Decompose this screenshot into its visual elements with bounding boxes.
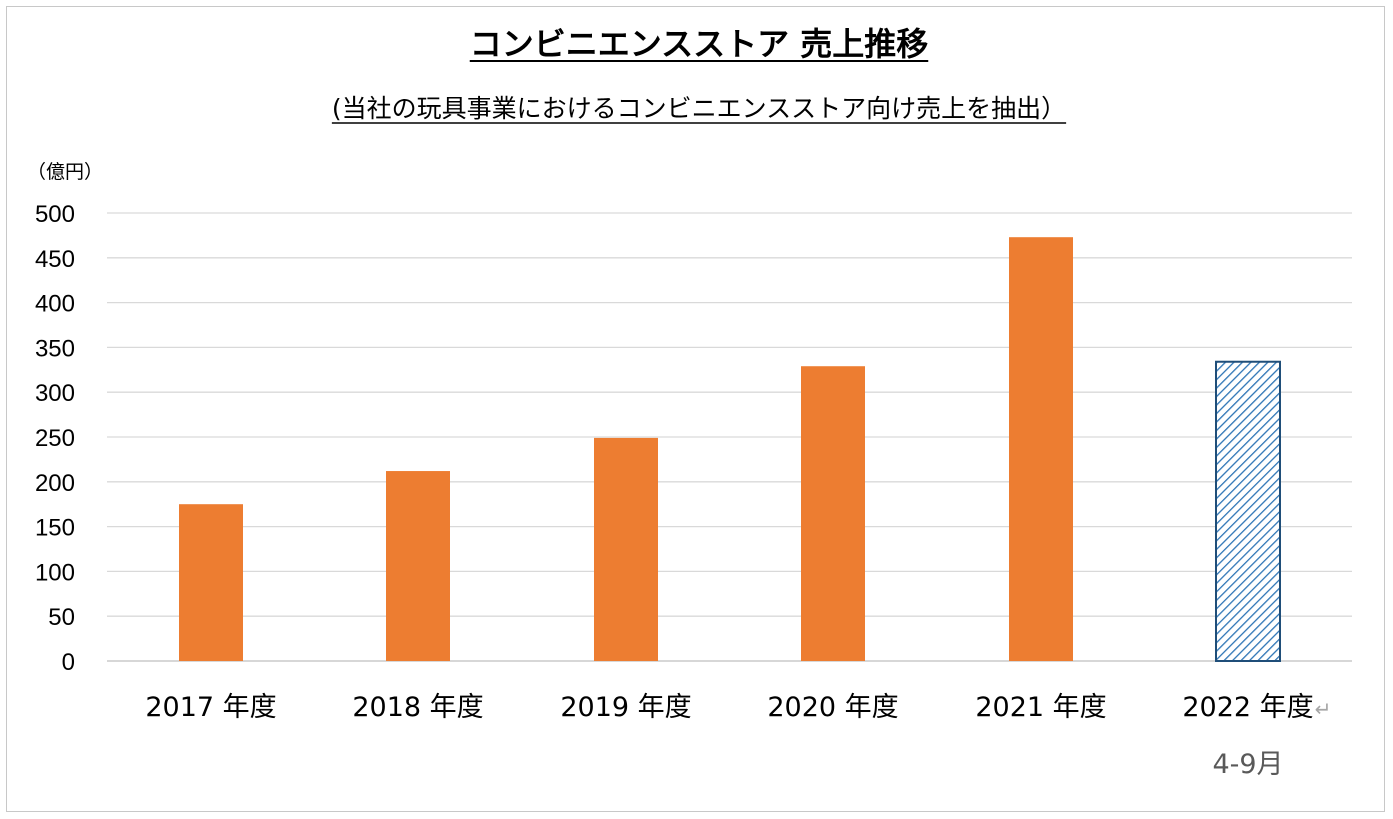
- chart-subtitle: (当社の玩具事業におけるコンビニエンスストア向け売上を抽出）: [332, 94, 1066, 123]
- y-tick-label: 200: [35, 470, 75, 497]
- gridlines: [107, 212, 1352, 662]
- x-axis-ticks: 2017 年度 2018 年度 2019 年度 2020 年度 2021 年度 2022 …: [145, 692, 1331, 723]
- x-tick-label: 2017 年度: [145, 692, 276, 723]
- x-tick-label: 2020 年度: [767, 692, 898, 723]
- bars: [179, 237, 1281, 662]
- y-tick-label: 500: [35, 201, 75, 228]
- x-tick-label: 2022 年度: [1182, 692, 1313, 723]
- y-tick-label: 350: [35, 335, 75, 362]
- x-tick-label: 2018 年度: [352, 692, 483, 723]
- bar: [386, 471, 450, 661]
- y-tick-label: 300: [35, 380, 75, 407]
- partial-period-note: 4-9月: [1212, 749, 1283, 780]
- y-tick-label: 450: [35, 246, 75, 273]
- y-tick-label: 0: [62, 649, 75, 676]
- y-axis-unit-label: （億円）: [27, 161, 103, 183]
- y-tick-label: 150: [35, 515, 75, 542]
- x-tick-label: 2021 年度: [975, 692, 1106, 723]
- bar-partial-period: [1215, 360, 1281, 662]
- x-tick-label: 2019 年度: [560, 692, 691, 723]
- y-tick-label: 250: [35, 425, 75, 452]
- bar: [1009, 237, 1073, 661]
- y-tick-label: 400: [35, 291, 75, 318]
- bar: [801, 366, 865, 661]
- y-axis-ticks: 0 50 100 150 200 250 300 350 400 450 500: [35, 201, 75, 676]
- line-break-mark: ↵: [1315, 697, 1332, 721]
- chart-frame: [6, 6, 1385, 812]
- bar: [594, 437, 658, 661]
- bar: [179, 504, 243, 661]
- y-tick-label: 50: [48, 604, 75, 631]
- chart-title: コンビニエンスストア 売上推移: [470, 25, 929, 63]
- y-tick-label: 100: [35, 559, 75, 586]
